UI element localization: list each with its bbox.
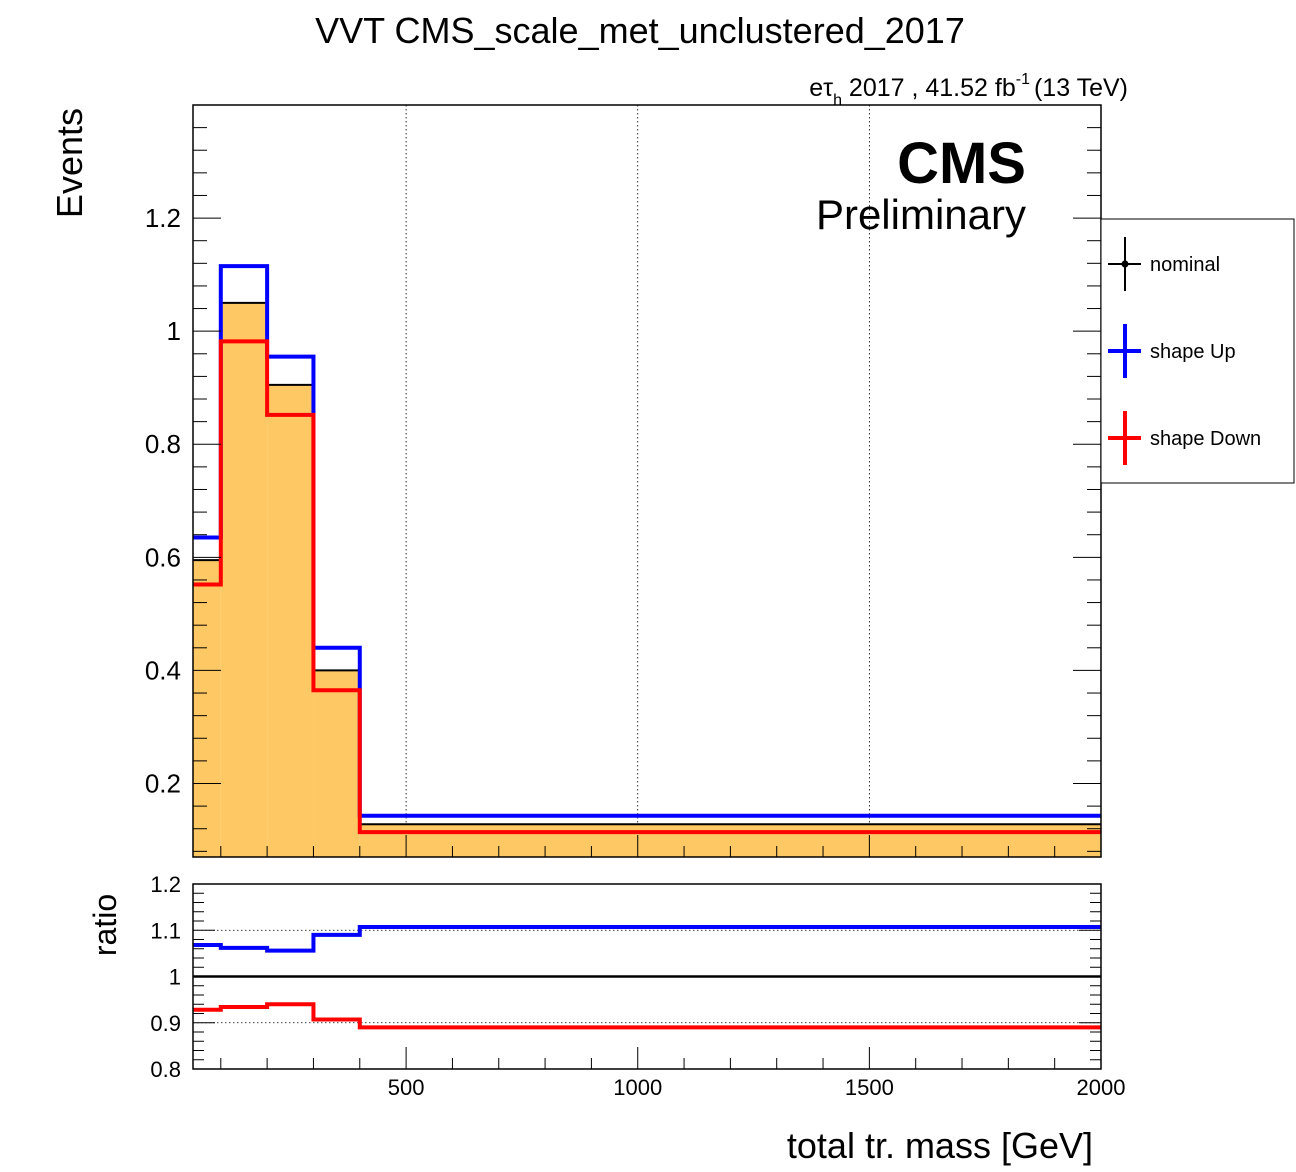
main-histograms: [193, 264, 1101, 857]
nominal-bar-3: [313, 670, 360, 857]
ratio-histograms: [193, 925, 1101, 1030]
main-ytick-label-0-2: 0.2: [145, 768, 181, 798]
x-tick-label-1000: 1000: [613, 1075, 662, 1100]
ratio-frame: [192, 883, 1102, 1070]
legend-entry-nominal: nominal: [1108, 237, 1220, 291]
nominal-bar-0: [193, 560, 221, 857]
main-ytick-label-0-8: 0.8: [145, 429, 181, 459]
x-tick-label-500: 500: [388, 1075, 425, 1100]
nominal-bar-1: [220, 302, 268, 857]
main-plot-panel: 0.2 0.4 0.6 0.8 1 1.2: [145, 104, 1102, 858]
cms-label: CMS: [897, 131, 1026, 196]
ratio-plot-panel: 0.8 0.9 1 1.1 1.2 500 1000 1500 2000: [150, 872, 1125, 1100]
main-ytick-label-0-4: 0.4: [145, 655, 181, 685]
cms-preliminary-label: Preliminary: [816, 191, 1026, 238]
ratio-ytick-label-0-9: 0.9: [150, 1011, 181, 1036]
main-ytick-label-1-2: 1.2: [145, 203, 181, 233]
legend-label-shape-up: shape Up: [1150, 341, 1236, 363]
nominal-bar-2: [267, 384, 314, 857]
lumi-label: eτh 2017 , 41.52 fb-1 (13 TeV): [809, 71, 1128, 109]
legend-entry-shape-up: shape Up: [1108, 324, 1236, 378]
x-tick-label-2000: 2000: [1077, 1075, 1126, 1100]
ratio-x-axis-ticks: 500 1000 1500 2000: [220, 1047, 1126, 1100]
ratio-ytick-label-1-2: 1.2: [150, 872, 181, 897]
x-tick-label-1500: 1500: [845, 1075, 894, 1100]
ratio-ytick-label-0-8: 0.8: [150, 1057, 181, 1082]
main-x-gridlines: [405, 105, 870, 857]
x-axis-label: total tr. mass [GeV]: [787, 1125, 1093, 1166]
chart-title: VVT CMS_scale_met_unclustered_2017: [315, 10, 965, 51]
ratio-ytick-label-1: 1: [169, 965, 181, 990]
legend-label-shape-down: shape Down: [1150, 428, 1261, 450]
ratio-y-gridlines: [193, 929, 1101, 1024]
ratio-shape-up-line: [193, 925, 1101, 953]
legend-label-nominal: nominal: [1150, 254, 1220, 276]
main-y-axis-ticks: 0.2 0.4 0.6 0.8 1 1.2: [145, 104, 1101, 852]
legend: nominal shape Up shape Down: [1100, 218, 1295, 484]
main-ytick-label-0-6: 0.6: [145, 542, 181, 572]
ratio-shape-down-line: [193, 1002, 1101, 1030]
y-axis-label-events: Events: [49, 108, 90, 218]
main-ytick-label-1: 1: [167, 316, 181, 346]
main-x-axis-ticks: [220, 835, 1102, 857]
shape-down-line: [193, 339, 1101, 835]
legend-entry-shape-down: shape Down: [1108, 411, 1261, 465]
ratio-ytick-label-1-1: 1.1: [150, 918, 181, 943]
y-axis-label-ratio: ratio: [87, 894, 123, 956]
